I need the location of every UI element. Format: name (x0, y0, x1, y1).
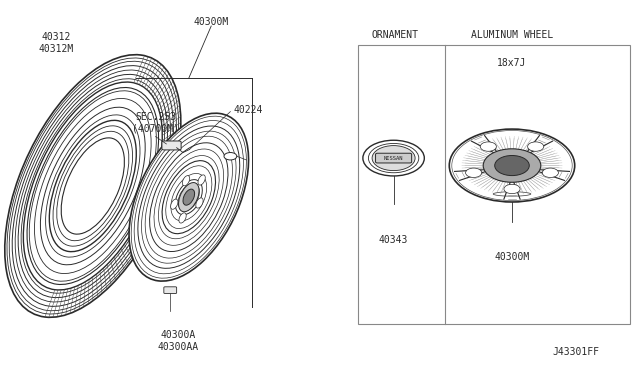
Ellipse shape (480, 142, 497, 151)
Text: 40312
40312M: 40312 40312M (38, 32, 74, 54)
Text: SEC.253
(40700M): SEC.253 (40700M) (132, 112, 179, 134)
Text: 40300M: 40300M (193, 17, 229, 27)
FancyBboxPatch shape (162, 141, 181, 150)
Ellipse shape (171, 199, 178, 209)
Ellipse shape (527, 142, 544, 151)
Ellipse shape (465, 168, 482, 177)
Ellipse shape (372, 145, 415, 171)
Text: 40343: 40343 (379, 235, 408, 245)
Ellipse shape (542, 168, 559, 177)
Ellipse shape (182, 176, 189, 186)
Ellipse shape (179, 213, 186, 223)
Ellipse shape (198, 175, 205, 185)
Ellipse shape (224, 153, 237, 160)
Ellipse shape (483, 149, 541, 182)
Ellipse shape (363, 140, 424, 176)
FancyBboxPatch shape (376, 153, 412, 163)
Ellipse shape (183, 189, 195, 205)
FancyBboxPatch shape (164, 287, 177, 294)
Text: ORNAMENT: ORNAMENT (371, 31, 419, 40)
Ellipse shape (504, 184, 520, 194)
Ellipse shape (129, 113, 248, 281)
Text: J43301FF: J43301FF (552, 347, 600, 356)
Text: 40300M: 40300M (494, 252, 530, 262)
Ellipse shape (179, 183, 199, 212)
Ellipse shape (27, 87, 159, 285)
Bar (358, 45, 630, 324)
Ellipse shape (196, 198, 203, 208)
Text: 18x7J: 18x7J (497, 58, 527, 68)
Text: ALUMINUM WHEEL: ALUMINUM WHEEL (471, 31, 553, 40)
Ellipse shape (369, 144, 419, 173)
Text: NISSAN: NISSAN (384, 155, 403, 161)
Ellipse shape (449, 129, 575, 202)
Ellipse shape (495, 155, 529, 176)
Text: 40224: 40224 (234, 105, 263, 115)
Text: 40300A
40300AA: 40300A 40300AA (157, 330, 198, 352)
Ellipse shape (162, 161, 216, 234)
